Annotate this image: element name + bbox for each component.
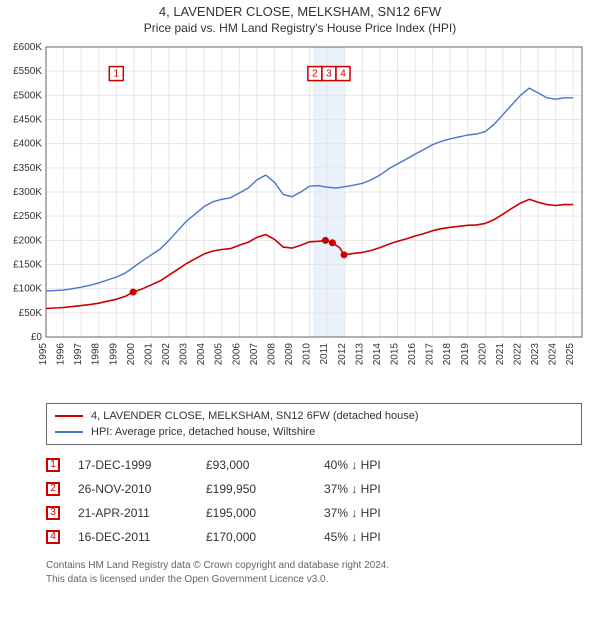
- sale-diff: 45% ↓ HPI: [324, 530, 444, 544]
- sale-marker-icon: 3: [46, 506, 60, 520]
- svg-text:2023: 2023: [530, 343, 541, 366]
- sale-date: 26-NOV-2010: [78, 482, 188, 496]
- svg-text:1: 1: [114, 69, 120, 80]
- footer: Contains HM Land Registry data © Crown c…: [46, 559, 582, 587]
- svg-text:1998: 1998: [91, 343, 102, 366]
- svg-text:2: 2: [312, 69, 318, 80]
- svg-text:3: 3: [326, 69, 332, 80]
- svg-text:1996: 1996: [56, 343, 67, 366]
- sale-price: £170,000: [206, 530, 306, 544]
- svg-text:2018: 2018: [442, 343, 453, 366]
- svg-text:£400K: £400K: [13, 139, 42, 150]
- legend-swatch: [55, 431, 83, 433]
- svg-text:2020: 2020: [477, 343, 488, 366]
- svg-text:£600K: £600K: [13, 42, 42, 53]
- sale-diff: 37% ↓ HPI: [324, 506, 444, 520]
- svg-text:2010: 2010: [302, 343, 313, 366]
- svg-text:2025: 2025: [565, 343, 576, 366]
- svg-text:2014: 2014: [372, 343, 383, 366]
- svg-text:2024: 2024: [548, 343, 559, 366]
- svg-text:4: 4: [340, 69, 346, 80]
- svg-text:2002: 2002: [161, 343, 172, 366]
- svg-text:£50K: £50K: [19, 308, 43, 319]
- svg-text:£200K: £200K: [13, 235, 42, 246]
- svg-text:2004: 2004: [196, 343, 207, 366]
- table-row: 4 16-DEC-2011 £170,000 45% ↓ HPI: [46, 525, 582, 549]
- legend-swatch: [55, 415, 83, 417]
- legend: 4, LAVENDER CLOSE, MELKSHAM, SN12 6FW (d…: [46, 403, 582, 445]
- svg-text:2012: 2012: [337, 343, 348, 366]
- svg-text:2017: 2017: [425, 343, 436, 366]
- price-chart: £0 £50K £100K £150K £200K £250K £300K £350K £400…: [0, 37, 600, 397]
- footer-line: Contains HM Land Registry data © Crown c…: [46, 559, 582, 573]
- svg-text:£250K: £250K: [13, 211, 42, 222]
- svg-text:£500K: £500K: [13, 90, 42, 101]
- svg-text:£150K: £150K: [13, 260, 42, 271]
- svg-text:2011: 2011: [319, 343, 330, 365]
- sale-price: £199,950: [206, 482, 306, 496]
- table-row: 1 17-DEC-1999 £93,000 40% ↓ HPI: [46, 453, 582, 477]
- sale-date: 17-DEC-1999: [78, 458, 188, 472]
- svg-text:£0: £0: [31, 332, 43, 343]
- title-address: 4, LAVENDER CLOSE, MELKSHAM, SN12 6FW: [0, 4, 600, 19]
- svg-text:£550K: £550K: [13, 66, 42, 77]
- title-block: 4, LAVENDER CLOSE, MELKSHAM, SN12 6FW Pr…: [0, 0, 600, 37]
- page-root: 4, LAVENDER CLOSE, MELKSHAM, SN12 6FW Pr…: [0, 0, 600, 587]
- svg-text:2005: 2005: [214, 343, 225, 366]
- sale-marker-icon: 4: [46, 530, 60, 544]
- svg-text:2015: 2015: [389, 343, 400, 366]
- svg-text:2013: 2013: [354, 343, 365, 366]
- legend-item: HPI: Average price, detached house, Wilt…: [55, 424, 573, 440]
- sale-price: £93,000: [206, 458, 306, 472]
- svg-text:2022: 2022: [512, 343, 523, 366]
- sale-price: £195,000: [206, 506, 306, 520]
- svg-text:£450K: £450K: [13, 115, 42, 126]
- svg-text:1999: 1999: [108, 343, 119, 366]
- svg-text:2016: 2016: [407, 343, 418, 366]
- legend-label: 4, LAVENDER CLOSE, MELKSHAM, SN12 6FW (d…: [91, 410, 418, 422]
- svg-text:£350K: £350K: [13, 163, 42, 174]
- svg-text:2008: 2008: [266, 343, 277, 366]
- svg-text:2021: 2021: [495, 343, 506, 366]
- svg-text:2001: 2001: [143, 343, 154, 366]
- svg-text:1995: 1995: [38, 343, 49, 366]
- svg-text:2000: 2000: [126, 343, 137, 366]
- svg-text:£300K: £300K: [13, 187, 42, 198]
- svg-text:1997: 1997: [73, 343, 84, 366]
- svg-text:2019: 2019: [460, 343, 471, 366]
- sales-table: 1 17-DEC-1999 £93,000 40% ↓ HPI 2 26-NOV…: [46, 453, 582, 549]
- sale-date: 21-APR-2011: [78, 506, 188, 520]
- svg-text:£100K: £100K: [13, 284, 42, 295]
- svg-text:2006: 2006: [231, 343, 242, 366]
- sale-marker-icon: 1: [46, 458, 60, 472]
- legend-label: HPI: Average price, detached house, Wilt…: [91, 426, 315, 438]
- sale-marker-icon: 2: [46, 482, 60, 496]
- sale-diff: 40% ↓ HPI: [324, 458, 444, 472]
- footer-line: This data is licensed under the Open Gov…: [46, 573, 582, 587]
- title-subtitle: Price paid vs. HM Land Registry's House …: [0, 21, 600, 35]
- legend-item: 4, LAVENDER CLOSE, MELKSHAM, SN12 6FW (d…: [55, 408, 573, 424]
- svg-text:2007: 2007: [249, 343, 260, 366]
- table-row: 2 26-NOV-2010 £199,950 37% ↓ HPI: [46, 477, 582, 501]
- sale-date: 16-DEC-2011: [78, 530, 188, 544]
- svg-text:2003: 2003: [179, 343, 190, 366]
- table-row: 3 21-APR-2011 £195,000 37% ↓ HPI: [46, 501, 582, 525]
- sale-diff: 37% ↓ HPI: [324, 482, 444, 496]
- svg-text:2009: 2009: [284, 343, 295, 366]
